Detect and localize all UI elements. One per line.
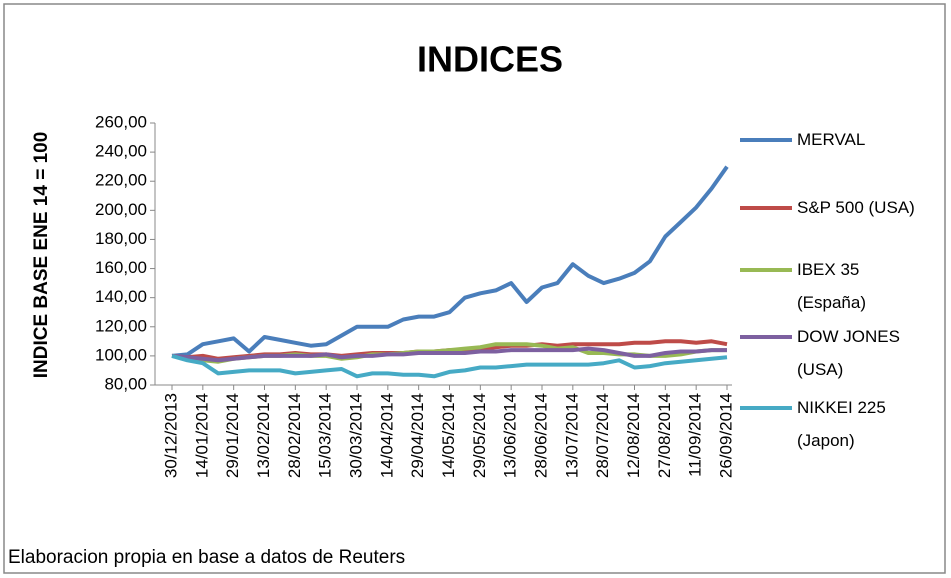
y-tick-label: 220,00 <box>95 171 147 190</box>
x-tick-label: 27/08/2014 <box>655 393 674 478</box>
x-tick-label: 29/05/2014 <box>470 393 489 478</box>
x-tick-label: 14/05/2014 <box>439 393 458 478</box>
y-tick-label: 140,00 <box>95 287 147 306</box>
x-tick-label: 11/09/2014 <box>686 393 705 477</box>
source-note: Elaboracion propia en base a datos de Re… <box>8 547 405 568</box>
legend-label: S&P 500 (USA) <box>797 198 915 217</box>
y-tick-label: 80,00 <box>104 374 147 393</box>
series-line <box>171 165 729 358</box>
legend-label: NIKKEI 225 (Japon) <box>797 398 886 450</box>
series-line <box>171 353 728 379</box>
y-tick-label: 180,00 <box>95 229 147 248</box>
x-tick-label: 14/04/2014 <box>377 393 396 478</box>
y-tick-label: 260,00 <box>95 112 147 131</box>
x-tick-label: 29/04/2014 <box>408 393 427 478</box>
x-tick-label: 26/09/2014 <box>716 393 735 478</box>
x-tick-label: 28/07/2014 <box>593 393 612 478</box>
y-tick-label: 200,00 <box>95 200 147 219</box>
x-tick-label: 29/01/2014 <box>223 393 242 478</box>
y-tick-label: 160,00 <box>95 258 147 277</box>
x-tick-label: 28/06/2014 <box>531 393 550 478</box>
chart-title: INDICES <box>417 39 563 80</box>
series-line <box>171 346 727 363</box>
legend-label: MERVAL <box>797 130 866 149</box>
x-tick-label: 13/07/2014 <box>562 393 581 478</box>
y-tick-label: 240,00 <box>95 142 147 161</box>
x-tick-label: 13/02/2014 <box>254 393 273 478</box>
x-tick-label: 15/03/2014 <box>316 393 335 478</box>
legend-label: IBEX 35 (España) <box>797 260 866 312</box>
x-tick-label: 30/03/2014 <box>346 393 365 478</box>
y-axis-label: INDICE BASE ENE 14 = 100 <box>31 132 52 379</box>
x-tick-label: 30/12/2013 <box>161 393 180 478</box>
y-tick-label: 120,00 <box>95 316 147 335</box>
x-tick-label: 12/08/2014 <box>624 393 643 478</box>
legend-label: DOW JONES (USA) <box>797 327 900 379</box>
x-tick-label: 13/06/2014 <box>501 393 520 478</box>
x-tick-label: 28/02/2014 <box>285 393 304 478</box>
y-tick-label: 100,00 <box>95 345 147 364</box>
chart-frame <box>3 3 946 574</box>
x-tick-label: 14/01/2014 <box>192 393 211 478</box>
